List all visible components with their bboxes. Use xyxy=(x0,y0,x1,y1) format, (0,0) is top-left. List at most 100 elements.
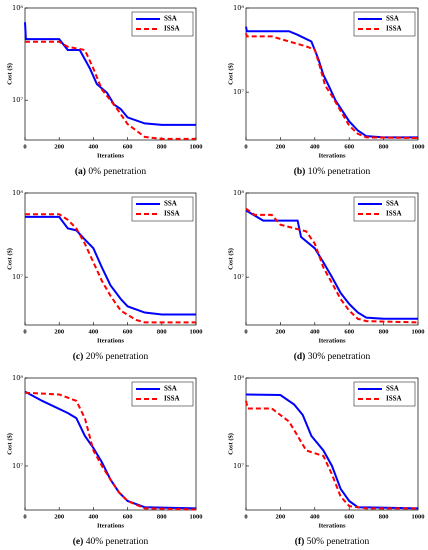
y-tick-label: 10⁷ xyxy=(12,96,23,104)
legend xyxy=(131,381,194,407)
x-tick-label: 400 xyxy=(310,513,320,520)
x-axis-label: Iterations xyxy=(97,337,125,344)
caption-text: 30% penetration xyxy=(308,352,371,362)
y-axis-label: Cost ($) xyxy=(6,248,13,270)
x-tick-label: 0 xyxy=(244,328,247,335)
caption-text: 0% penetration xyxy=(88,167,146,177)
x-tick-label: 200 xyxy=(54,328,64,335)
legend-label: SSA xyxy=(164,15,177,23)
x-tick-label: 200 xyxy=(276,328,286,335)
x-tick-label: 0 xyxy=(244,513,247,520)
caption-label: (f) xyxy=(295,536,305,547)
x-tick-label: 0 xyxy=(244,143,247,150)
legend-label: ISSA xyxy=(164,210,180,218)
y-tick-label: 10⁷ xyxy=(233,88,244,96)
caption-label: (c) xyxy=(73,351,84,362)
series-line xyxy=(245,207,419,324)
caption: (b) 10% penetration xyxy=(294,166,371,177)
panel: 0 200 400 600 800 1000 10⁷ 10⁸ Iterations Cost ($… xyxy=(6,189,202,362)
y-tick-label: 10⁸ xyxy=(12,374,23,382)
y-axis-label: Cost ($) xyxy=(227,63,234,85)
x-tick-label: 400 xyxy=(89,143,99,150)
caption-label: (e) xyxy=(73,536,84,547)
y-axis-label: Cost ($) xyxy=(6,63,13,85)
legend-label: ISSA xyxy=(386,210,402,218)
x-tick-label: 200 xyxy=(276,513,286,520)
caption-text: 50% penetration xyxy=(307,537,370,547)
series-line xyxy=(24,22,196,126)
caption-text: 10% penetration xyxy=(308,167,371,177)
x-tick-label: 800 xyxy=(379,328,389,335)
caption: (d) 30% penetration xyxy=(294,351,371,362)
x-tick-label: 1000 xyxy=(412,143,425,150)
y-tick-label: 10⁸ xyxy=(12,189,23,197)
series-line xyxy=(245,26,418,139)
legend-label: SSA xyxy=(164,200,177,208)
x-tick-label: 400 xyxy=(89,513,99,520)
x-tick-label: 1000 xyxy=(412,328,425,335)
caption-label: (b) xyxy=(294,166,306,177)
x-tick-label: 800 xyxy=(379,513,389,520)
legend xyxy=(131,11,194,37)
series-line xyxy=(245,209,418,320)
y-tick-label: 10⁸ xyxy=(233,189,244,197)
x-tick-label: 600 xyxy=(123,513,133,520)
panel: 0 200 400 600 800 1000 10⁷ 10⁸ Iterations Cost ($… xyxy=(227,374,424,547)
x-axis-label: Iterations xyxy=(318,522,346,529)
x-tick-label: 600 xyxy=(344,513,354,520)
x-tick-label: 600 xyxy=(344,328,354,335)
x-tick-label: 600 xyxy=(123,328,133,335)
caption: (a) 0% penetration xyxy=(75,166,146,177)
x-tick-label: 800 xyxy=(157,513,167,520)
x-tick-label: 600 xyxy=(344,143,354,150)
x-axis-label: Iterations xyxy=(97,522,125,529)
x-tick-label: 1000 xyxy=(190,143,203,150)
x-axis-label: Iterations xyxy=(318,152,346,159)
legend-label: SSA xyxy=(386,385,399,393)
y-tick-label: 10⁸ xyxy=(233,4,244,12)
y-tick-label: 10⁸ xyxy=(233,374,244,382)
series-line xyxy=(245,400,418,510)
x-tick-label: 200 xyxy=(54,143,64,150)
panel: 0 200 400 600 800 1000 10⁷ 10⁸ Iterations Cost ($… xyxy=(6,374,202,547)
caption: (e) 40% penetration xyxy=(73,536,149,547)
legend-label: ISSA xyxy=(386,395,402,403)
series-line xyxy=(25,40,196,140)
legend xyxy=(353,381,416,407)
x-tick-label: 800 xyxy=(157,328,167,335)
x-tick-label: 0 xyxy=(23,513,26,520)
series-line xyxy=(25,213,196,324)
y-axis-label: Cost ($) xyxy=(6,433,13,455)
series-line xyxy=(245,33,419,140)
x-tick-label: 0 xyxy=(23,328,26,335)
x-tick-label: 800 xyxy=(379,143,389,150)
series-line xyxy=(25,215,196,316)
x-tick-label: 800 xyxy=(157,143,167,150)
panel: 0 200 400 600 800 1000 10⁷ 10⁸ Iterations Cost ($… xyxy=(227,4,424,177)
x-tick-label: 1000 xyxy=(190,328,203,335)
y-tick-label: 10⁷ xyxy=(12,273,23,281)
x-tick-label: 0 xyxy=(23,143,26,150)
panel: 0 200 400 600 800 1000 10⁷ 10⁸ Iterations Cost ($… xyxy=(6,4,202,177)
x-tick-label: 400 xyxy=(89,328,99,335)
x-tick-label: 400 xyxy=(310,328,320,335)
y-tick-label: 10⁷ xyxy=(233,462,244,470)
caption-label: (d) xyxy=(294,351,306,362)
legend-label: ISSA xyxy=(164,395,180,403)
caption: (c) 20% penetration xyxy=(73,351,149,362)
y-tick-label: 10⁷ xyxy=(12,462,23,470)
legend-label: SSA xyxy=(386,200,399,208)
x-tick-label: 1000 xyxy=(412,513,425,520)
x-tick-label: 200 xyxy=(276,143,286,150)
x-axis-label: Iterations xyxy=(97,152,125,159)
y-axis-label: Cost ($) xyxy=(227,248,234,270)
x-tick-label: 600 xyxy=(123,143,133,150)
caption: (f) 50% penetration xyxy=(295,536,370,547)
legend-label: SSA xyxy=(164,385,177,393)
y-tick-label: 10⁸ xyxy=(12,4,23,12)
y-tick-label: 10⁷ xyxy=(233,273,244,281)
legend xyxy=(131,196,194,222)
x-tick-label: 200 xyxy=(54,513,64,520)
y-axis-label: Cost ($) xyxy=(227,433,234,455)
